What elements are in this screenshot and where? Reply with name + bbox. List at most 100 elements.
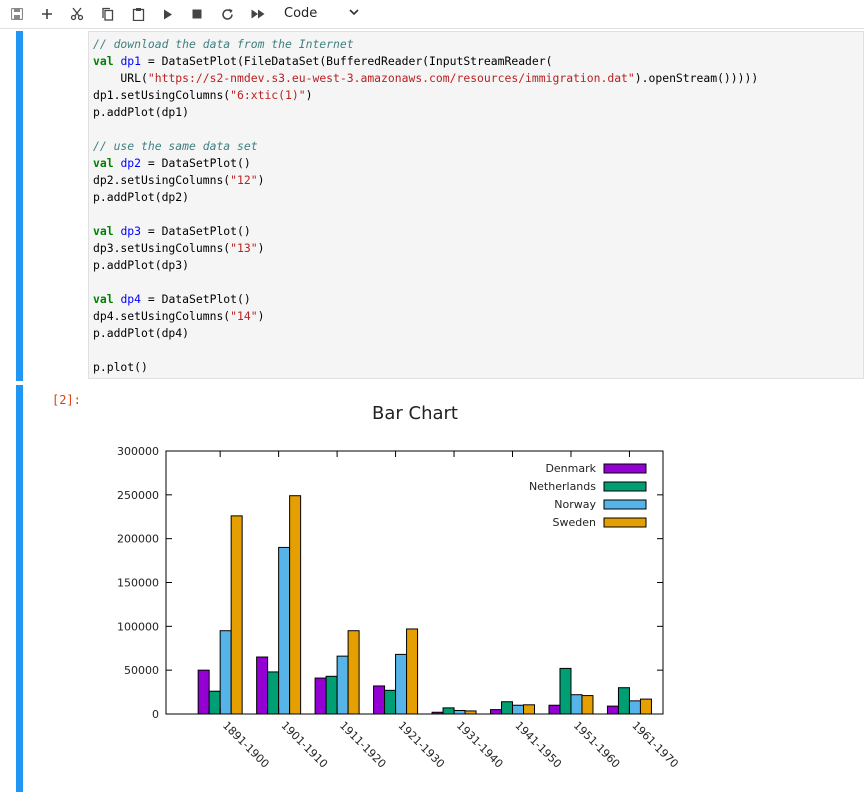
notebook-toolbar: Code [0,0,864,29]
insert-cell-button[interactable] [36,4,58,24]
bar-sweden-1911-1920 [347,630,360,715]
bar-sweden-1891-1900 [230,515,243,715]
code-line: val dp4 = DataSetPlot() [93,292,251,306]
scissors-icon [70,7,84,21]
code-line: val dp3 = DataSetPlot() [93,224,251,238]
cell-type-value: Code [284,5,318,21]
paste-icon [132,8,144,21]
bar-sweden-1931-1940 [464,710,477,715]
paste-button[interactable] [127,4,149,24]
bar-denmark-1931-1940 [431,711,444,715]
code-line: p.addPlot(dp1) [93,105,190,119]
code-editor[interactable]: // download the data from the Internet v… [88,31,864,379]
bar-netherlands-1891-1900 [208,690,221,715]
play-icon [164,9,172,19]
code-line: dp2.setUsingColumns("12") [93,173,265,187]
code-cell[interactable] [0,29,864,381]
bar-denmark-1921-1930 [373,685,386,715]
output-prompt: [2]: [52,393,81,407]
y-tick-label: 300000 [117,445,159,458]
plus-icon [42,9,52,19]
bar-netherlands-1901-1910 [267,671,280,715]
bar-norway-1931-1940 [453,709,466,715]
y-tick-label: 200000 [117,533,159,546]
code-line: p.addPlot(dp4) [93,326,190,340]
bar-norway-1891-1900 [219,630,232,715]
bar-norway-1951-1960 [570,694,583,715]
chart-title: Bar Chart [372,403,458,424]
code-line: URL("https://s2-nmdev.s3.eu-west-3.amazo… [93,71,759,85]
legend-label: Netherlands [529,480,596,493]
bar-netherlands-1931-1940 [442,707,455,715]
code-line: p.plot() [93,360,148,374]
code-line: p.addPlot(dp2) [93,190,190,204]
bar-denmark-1911-1920 [314,677,327,715]
bar-netherlands-1911-1920 [325,675,338,715]
x-tick-label: 1941-1950 [512,719,564,771]
bar-norway-1961-1970 [628,700,641,715]
code-content: // download the data from the Internet v… [89,32,863,376]
code-line: dp3.setUsingColumns("13") [93,241,265,255]
bar-denmark-1941-1950 [490,709,503,715]
bar-norway-1911-1920 [336,655,349,715]
x-tick-label: 1921-1930 [395,719,447,771]
y-tick-label: 50000 [124,664,159,677]
legend-label: Denmark [545,462,596,475]
legend-swatch-denmark [603,463,647,474]
x-tick-label: 1911-1920 [337,719,389,771]
legend-swatch-norway [603,499,647,510]
bar-sweden-1941-1950 [523,704,536,715]
output-cell [0,383,864,794]
bar-netherlands-1961-1970 [617,687,630,715]
code-line: dp1.setUsingColumns("6:xtic(1)") [93,88,313,102]
code-line: val dp1 = DataSetPlot(FileDataSet(Buffer… [93,54,553,68]
x-tick-label: 1951-1960 [571,719,623,771]
output-selection-bar[interactable] [16,385,23,792]
bar-denmark-1901-1910 [256,656,269,715]
bar-sweden-1951-1960 [581,695,594,715]
run-all-button[interactable] [247,4,269,24]
bar-sweden-1901-1910 [289,495,302,715]
restart-icon [221,8,233,20]
cell-selection-bar[interactable] [16,31,23,381]
bar-netherlands-1921-1930 [384,689,397,715]
bar-denmark-1891-1900 [197,669,210,715]
restart-button[interactable] [216,4,238,24]
copy-button[interactable] [96,4,118,24]
save-icon [11,8,23,20]
x-tick-label: 1961-1970 [629,719,681,771]
code-line: // download the data from the Internet [93,37,354,51]
x-tick-label: 1891-1900 [220,719,272,771]
x-tick-label: 1931-1940 [454,719,506,771]
bar-chart: Bar Chart 0 50000 100000 150000 200000 250000 3… [117,403,681,771]
bar-norway-1921-1930 [395,653,408,715]
bar-denmark-1951-1960 [548,704,561,715]
bar-netherlands-1941-1950 [501,701,514,715]
stop-icon [192,9,202,19]
legend-label: Norway [554,498,596,511]
run-button[interactable] [157,4,179,24]
cut-button[interactable] [66,4,88,24]
code-line: p.addPlot(dp3) [93,258,190,272]
bar-sweden-1921-1930 [406,628,419,715]
y-tick-label: 250000 [117,489,159,502]
code-line: dp4.setUsingColumns("14") [93,309,265,323]
legend-swatch-sweden [603,517,647,528]
bar-norway-1941-1950 [512,704,525,715]
legend-label: Sweden [553,516,596,529]
copy-icon [101,7,113,21]
y-tick-label: 150000 [117,577,159,590]
bar-denmark-1961-1970 [606,705,619,715]
code-line: // use the same data set [93,139,258,153]
x-tick-label: 1901-1910 [279,719,331,771]
save-button[interactable] [6,4,28,24]
stop-button[interactable] [186,4,208,24]
y-tick-label: 100000 [117,620,159,633]
code-line: val dp2 = DataSetPlot() [93,156,251,170]
bar-sweden-1961-1970 [639,698,652,715]
chevron-down-icon [349,9,359,16]
legend-swatch-netherlands [603,481,647,492]
cell-type-select[interactable]: Code [278,2,368,24]
fast-forward-icon [251,9,265,19]
bar-netherlands-1951-1960 [559,667,572,715]
